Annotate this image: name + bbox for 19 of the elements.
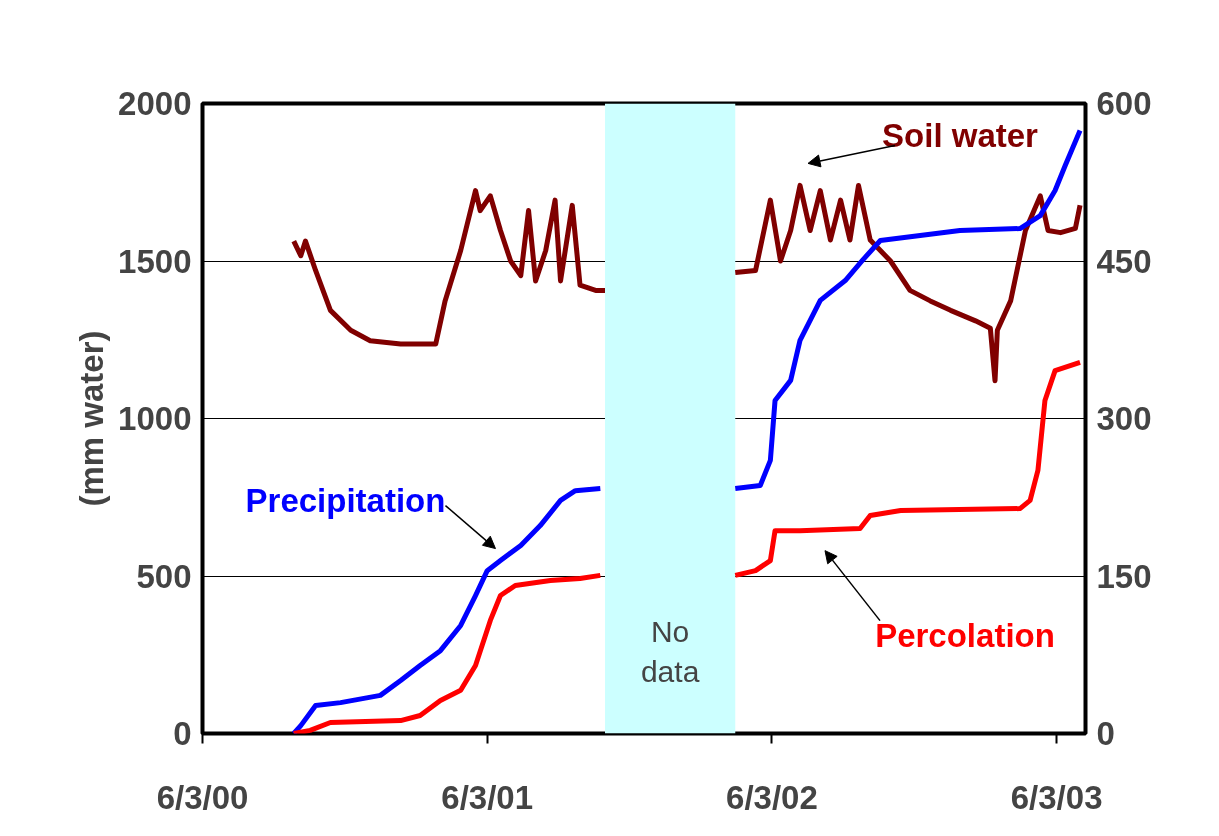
x-tick-label: 6/3/03: [1010, 778, 1103, 816]
y-tick-label: 2000: [118, 85, 192, 122]
y2-tick-label: 300: [1096, 400, 1152, 437]
y-tick-label: 500: [136, 557, 192, 595]
text: Percolation: [875, 617, 1055, 655]
text: Precipitation: [245, 482, 446, 520]
y-tick-label: 1000: [118, 400, 192, 437]
x-tick-label: 6/3/02: [726, 778, 818, 816]
band-label: No data: [640, 615, 700, 688]
y-tick-label: 0: [173, 715, 192, 752]
y2-tick-label: 450: [1096, 242, 1152, 280]
y2-tick-label: 150: [1096, 557, 1152, 595]
x-tick-label: 6/3/01: [441, 778, 534, 816]
x-tick-label: 6/3/00: [156, 778, 249, 816]
y-tick-label: 1500: [118, 242, 192, 280]
y2-tick-label: 600: [1096, 85, 1152, 122]
y-axis-title: (mm water): [73, 330, 111, 507]
series-label: Soil water: [882, 116, 1039, 154]
y2-tick-label: 0: [1096, 715, 1115, 752]
